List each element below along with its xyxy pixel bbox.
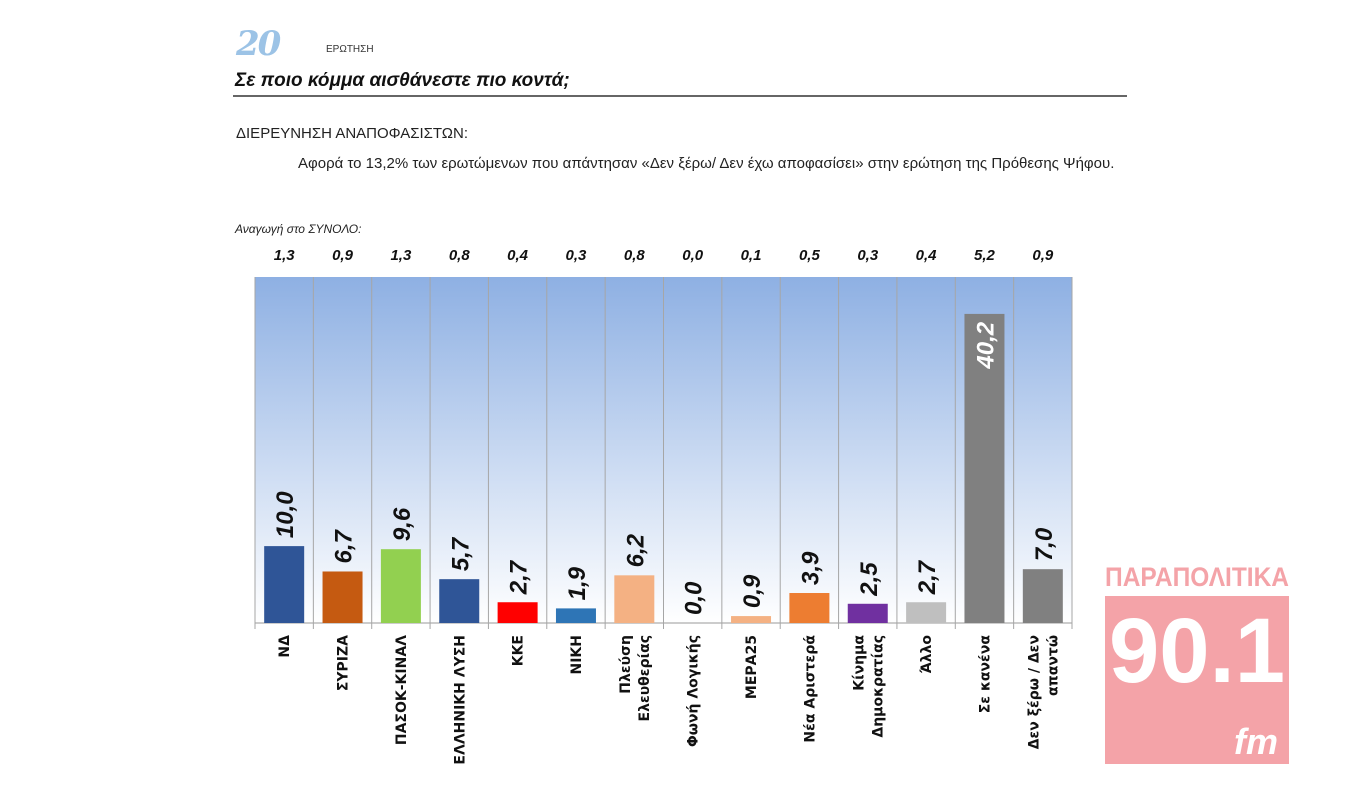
section-label: ΔΙΕΡΕΥΝΗΣΗ ΑΝΑΠΟΦΑΣΙΣΤΩΝ: (236, 125, 469, 142)
category-label: Φωνή Λογικής (686, 635, 702, 747)
data-label: 40,2 (972, 321, 999, 369)
category-label: ΝΔ (277, 635, 293, 658)
total-reduction-label: 0,3 (857, 247, 879, 264)
category-label: ΜΕΡΑ25 (744, 635, 760, 699)
category-label: Δημοκρατίας (870, 635, 886, 738)
category-label: Σε κανένα (977, 635, 993, 714)
data-label: 9,6 (389, 507, 416, 541)
radio-logo: ΠΑΡΑΠΟΛΙΤΙΚΑ 90.1 fm (1105, 562, 1289, 764)
category-label: Νέα Αριστερά (802, 635, 818, 743)
data-label: 6,2 (622, 533, 649, 567)
logo-number: 90.1 (1109, 600, 1285, 702)
description: Αφορά το 13,2% των ερωτώμενων που απάντη… (298, 155, 1115, 172)
bar (264, 546, 305, 623)
bar (439, 579, 480, 623)
total-reduction-label: 0,9 (332, 247, 354, 264)
data-label: 2,5 (856, 562, 883, 597)
data-label: 5,7 (447, 536, 474, 571)
data-label: 7,0 (1031, 527, 1058, 561)
bar (847, 603, 888, 623)
total-reduction-label: 0,9 (1032, 247, 1054, 264)
data-label: 2,7 (914, 559, 941, 595)
logo-block (1105, 596, 1289, 764)
category-label: ΕΛΛΗΝΙΚΗ ΛΥΣΗ (452, 635, 468, 765)
total-reduction-label: 0,4 (916, 247, 938, 264)
data-label: 0,0 (681, 581, 708, 615)
category-label: Δεν ξέρω / Δεν (1026, 635, 1042, 749)
data-label: 1,9 (564, 566, 591, 600)
total-reduction-label: 0,5 (799, 247, 821, 264)
total-reduction-label: 0,3 (566, 247, 588, 264)
logo-suffix: fm (1234, 721, 1278, 762)
bar (497, 602, 538, 623)
category-label: απαντώ (1045, 635, 1061, 696)
logo-top-text: ΠΑΡΑΠΟΛΙΤΙΚΑ (1105, 562, 1289, 592)
category-label: ΣΥΡΙΖΑ (336, 635, 352, 691)
bar (731, 616, 772, 623)
bar (614, 575, 655, 623)
category-label: Άλλο (919, 635, 935, 674)
category-label: ΚΚΕ (511, 635, 527, 666)
total-reduction-label: 1,3 (274, 247, 296, 264)
data-label: 0,9 (739, 574, 766, 608)
bar (1022, 569, 1063, 623)
category-label: ΝΙΚΗ (569, 635, 585, 675)
bar (555, 608, 596, 623)
total-reduction-label: 1,3 (390, 247, 412, 264)
divider (233, 95, 1127, 97)
data-label: 6,7 (331, 528, 358, 563)
bar (789, 593, 830, 623)
page-title: Σε ποιο κόμμα αισθάνεστε πιο κοντά; (235, 70, 570, 91)
total-reduction-label: 5,2 (974, 247, 996, 264)
question-number: 20 (236, 24, 281, 64)
reduction-label: Αναγωγή στο ΣΥΝΟΛΟ: (235, 222, 362, 236)
category-label: Πλεύση (618, 635, 634, 694)
bar (380, 549, 421, 623)
data-label: 10,0 (272, 491, 299, 538)
category-label: Κίνημα (851, 635, 867, 691)
total-reduction-label: 0,0 (682, 247, 704, 264)
total-reduction-label: 0,1 (741, 247, 762, 264)
data-label: 3,9 (797, 551, 824, 585)
bar (322, 571, 363, 623)
data-label: 2,7 (506, 559, 533, 595)
category-label: Ελευθερίας (637, 635, 653, 721)
total-reduction-label: 0,4 (507, 247, 529, 264)
category-label: ΠΑΣΟΚ-ΚΙΝΑΛ (394, 635, 410, 745)
question-label: ΕΡΩΤΗΣΗ (326, 44, 374, 55)
total-reduction-label: 0,8 (449, 247, 471, 264)
bar (964, 313, 1005, 623)
total-reduction-label: 0,8 (624, 247, 646, 264)
bar (906, 602, 947, 623)
